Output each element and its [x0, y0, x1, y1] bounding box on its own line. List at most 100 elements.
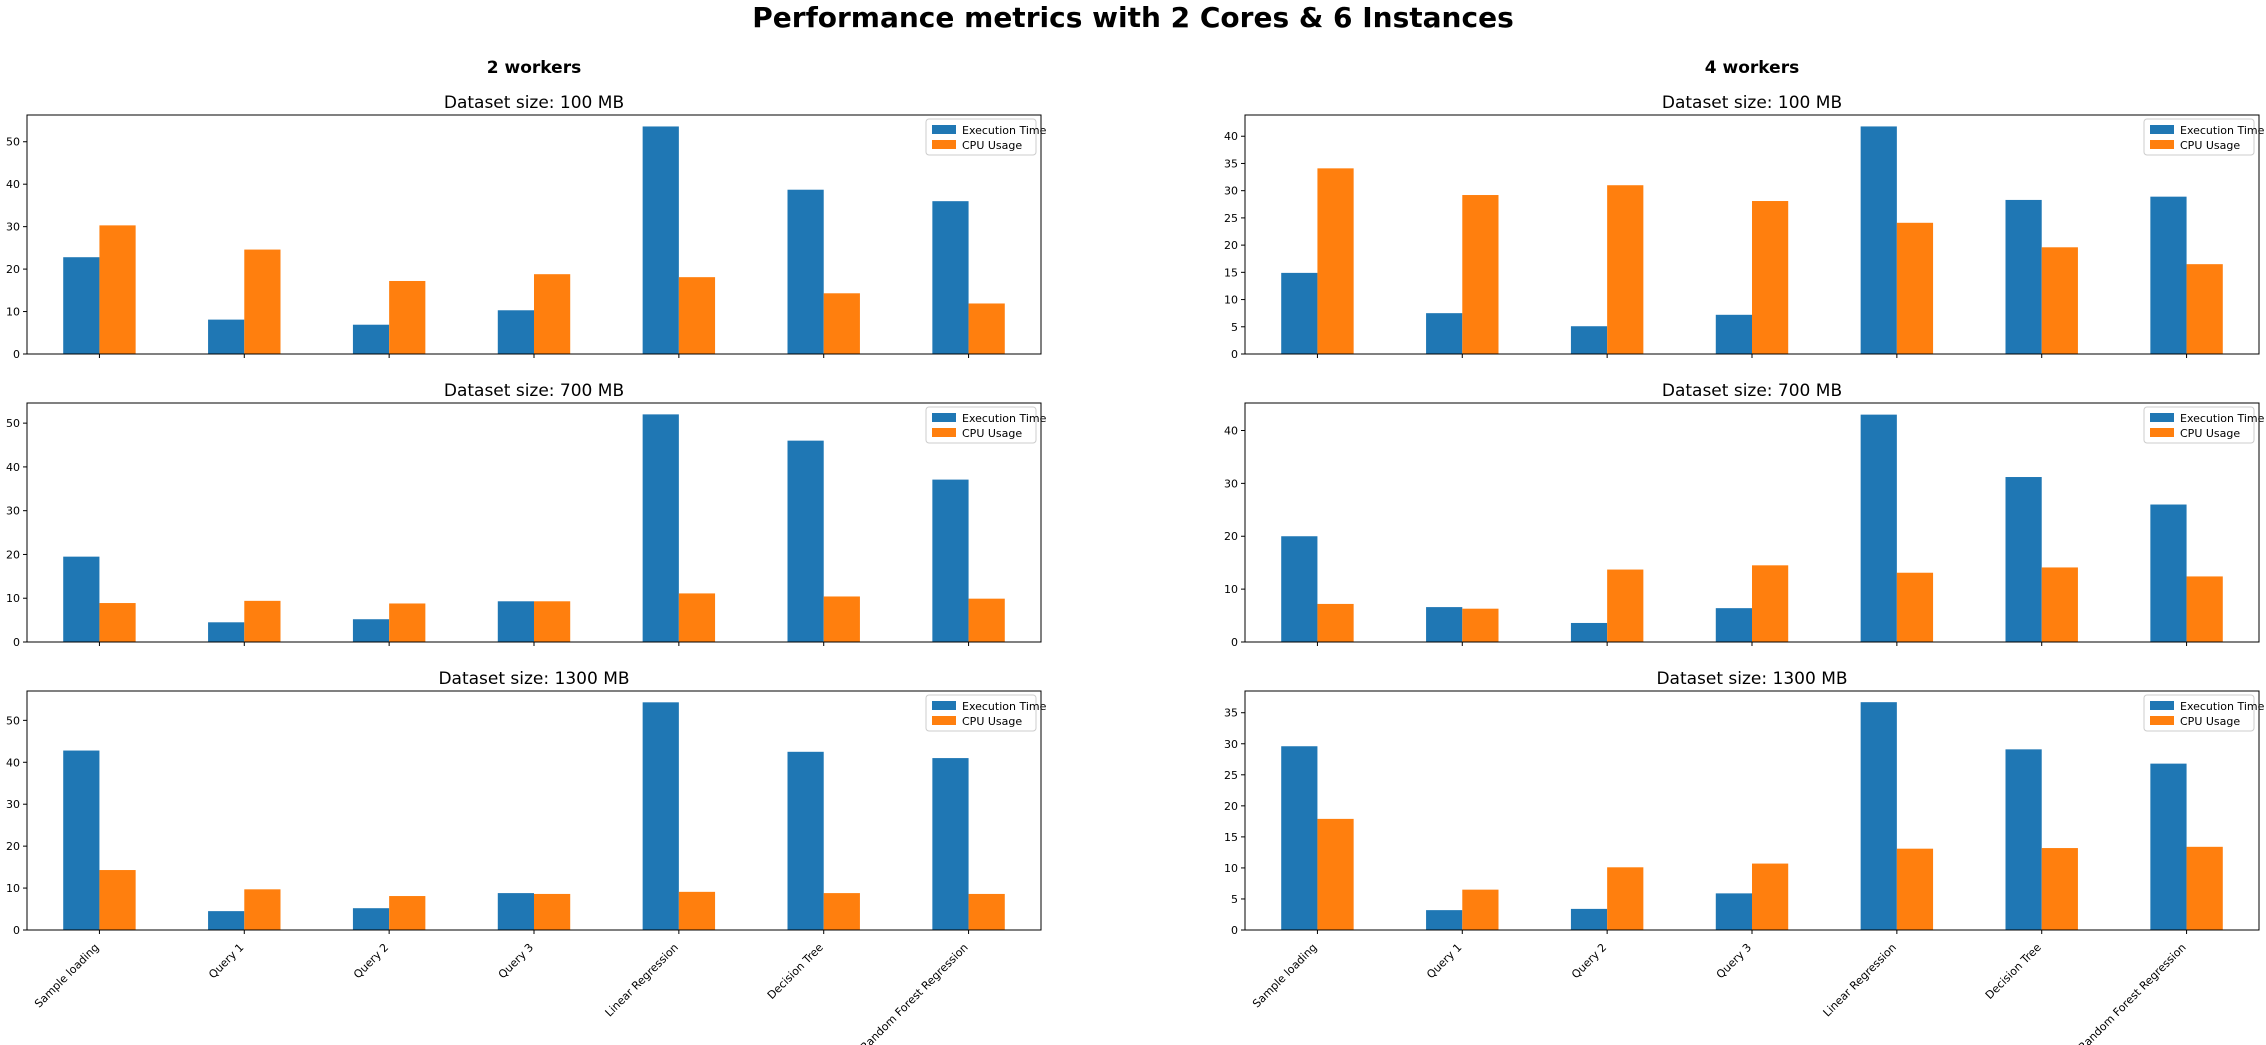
bar-cpu-usage	[534, 893, 571, 930]
panel-title: Dataset size: 100 MB	[1662, 93, 1842, 113]
bar-cpu-usage	[2186, 846, 2223, 930]
legend-label: Execution Time	[2180, 124, 2265, 137]
bar-execution-time	[2150, 763, 2187, 930]
bar-cpu-usage	[1896, 848, 1934, 930]
x-tick-label: Query 3	[1714, 941, 1754, 981]
legend-swatch	[932, 413, 956, 422]
bar-execution-time	[497, 601, 534, 642]
y-tick-label: 25	[1224, 212, 1238, 225]
y-tick-label: 5	[1231, 321, 1238, 334]
legend-label: Execution Time	[2180, 700, 2265, 713]
bar-cpu-usage	[1752, 863, 1789, 930]
bar-execution-time	[2005, 477, 2042, 642]
legend-label: CPU Usage	[2180, 715, 2240, 728]
legend: Execution Time CPU Usage	[925, 118, 1047, 156]
legend-swatch	[2150, 125, 2174, 134]
y-tick-label: 10	[1224, 862, 1238, 875]
y-tick-label: 20	[6, 840, 20, 853]
legend-label: Execution Time	[962, 412, 1047, 425]
bar-execution-time	[63, 556, 100, 642]
bar-cpu-usage	[968, 303, 1005, 354]
y-tick-label: 40	[6, 461, 20, 474]
bar-cpu-usage	[1462, 889, 1499, 930]
bar-execution-time	[63, 750, 100, 930]
legend-label: CPU Usage	[962, 715, 1022, 728]
panel-1: Dataset size: 700 MB 0 10 20 30 40 50 Execution…	[6, 381, 1047, 649]
bar-execution-time	[642, 414, 679, 642]
panel-3: Dataset size: 100 MB 0 5 10 15 20 25 30 35 40 Exec…	[1224, 93, 2265, 361]
bar-cpu-usage	[99, 225, 136, 354]
x-tick-label: Query 1	[1424, 941, 1464, 981]
legend-swatch	[932, 140, 956, 149]
bar-execution-time	[932, 758, 969, 930]
y-tick-label: 10	[6, 306, 20, 319]
panel-2: Dataset size: 1300 MB 0 10 20 30 40 50 Sample l…	[6, 669, 1047, 1045]
bar-execution-time	[787, 189, 824, 354]
panel-0: Dataset size: 100 MB 0 10 20 30 40 50 Execution…	[6, 93, 1047, 361]
panel-title: Dataset size: 700 MB	[444, 381, 624, 401]
bar-cpu-usage	[1462, 195, 1499, 354]
bar-execution-time	[1426, 910, 1463, 930]
y-tick-label: 10	[6, 592, 20, 605]
y-tick-label: 30	[6, 221, 20, 234]
bar-cpu-usage	[1317, 818, 1354, 930]
legend-label: CPU Usage	[962, 139, 1022, 152]
legend: Execution Time CPU Usage	[925, 694, 1047, 732]
bar-execution-time	[787, 751, 824, 930]
bar-cpu-usage	[678, 277, 716, 354]
column-title-4-workers: 4 workers	[1705, 58, 1799, 78]
bar-execution-time	[1570, 622, 1608, 642]
bar-cpu-usage	[534, 274, 571, 354]
x-tick-label: Query 2	[1569, 941, 1609, 981]
y-tick-label: 30	[6, 505, 20, 518]
bar-cpu-usage	[389, 896, 426, 930]
panel-title: Dataset size: 1300 MB	[438, 669, 629, 689]
bar-execution-time	[932, 201, 969, 354]
y-tick-label: 30	[6, 798, 20, 811]
y-tick-label: 15	[1224, 266, 1238, 279]
bar-execution-time	[2150, 504, 2187, 642]
x-tick-label: Query 3	[496, 941, 536, 981]
bar-cpu-usage	[2186, 576, 2223, 642]
y-tick-label: 40	[6, 756, 20, 769]
bar-cpu-usage	[678, 891, 716, 930]
y-tick-label: 5	[1231, 893, 1238, 906]
y-tick-label: 20	[6, 548, 20, 561]
bar-execution-time	[2005, 199, 2042, 354]
bar-cpu-usage	[968, 893, 1005, 930]
x-tick-label: Linear Regression	[603, 941, 681, 1019]
y-tick-label: 0	[1231, 924, 1238, 937]
bar-execution-time	[787, 440, 824, 642]
bar-cpu-usage	[389, 280, 426, 354]
bar-execution-time	[352, 619, 390, 642]
legend-swatch	[2150, 413, 2174, 422]
panel-4: Dataset size: 700 MB 0 10 20 30 40 Execution T…	[1224, 381, 2265, 649]
panel-5: Dataset size: 1300 MB 0 5 10 15 20 25 30 35 Sampl…	[1224, 669, 2265, 1045]
legend-label: CPU Usage	[962, 427, 1022, 440]
bar-execution-time	[497, 893, 534, 930]
bar-cpu-usage	[244, 600, 281, 642]
y-tick-label: 40	[1224, 424, 1238, 437]
y-tick-label: 50	[6, 714, 20, 727]
bar-cpu-usage	[1896, 222, 1934, 354]
column-title-2-workers: 2 workers	[487, 58, 581, 78]
bar-cpu-usage	[99, 603, 136, 642]
bar-cpu-usage	[678, 593, 716, 642]
x-tick-label: Sample loading	[1250, 941, 1319, 1010]
bar-execution-time	[63, 257, 100, 354]
bar-execution-time	[1281, 272, 1318, 354]
bar-execution-time	[932, 479, 969, 642]
y-tick-label: 30	[1224, 185, 1238, 198]
bar-execution-time	[1715, 314, 1752, 354]
x-tick-label: Linear Regression	[1821, 941, 1899, 1019]
y-tick-label: 15	[1224, 831, 1238, 844]
bar-execution-time	[2005, 749, 2042, 930]
bar-execution-time	[208, 319, 245, 354]
bar-execution-time	[642, 126, 679, 354]
panel-title: Dataset size: 100 MB	[444, 93, 624, 113]
y-tick-label: 30	[1224, 738, 1238, 751]
y-tick-label: 25	[1224, 769, 1238, 782]
y-tick-label: 20	[1224, 530, 1238, 543]
y-tick-label: 40	[6, 178, 20, 191]
